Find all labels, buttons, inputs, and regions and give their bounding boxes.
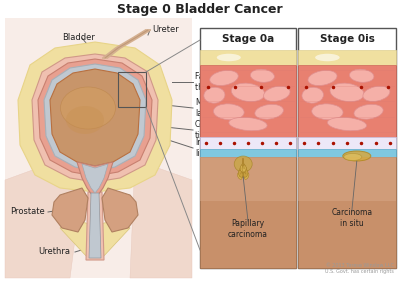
Polygon shape xyxy=(5,160,80,278)
Polygon shape xyxy=(298,149,396,157)
Polygon shape xyxy=(200,157,296,201)
Polygon shape xyxy=(32,54,158,182)
Ellipse shape xyxy=(231,83,265,102)
Polygon shape xyxy=(50,69,140,166)
Ellipse shape xyxy=(328,117,366,131)
Ellipse shape xyxy=(217,54,241,61)
FancyBboxPatch shape xyxy=(298,28,396,268)
Ellipse shape xyxy=(242,165,246,172)
Polygon shape xyxy=(200,137,296,149)
Polygon shape xyxy=(102,188,138,232)
Polygon shape xyxy=(298,157,396,201)
Polygon shape xyxy=(200,157,296,268)
Polygon shape xyxy=(82,164,108,193)
Polygon shape xyxy=(298,65,396,137)
Polygon shape xyxy=(89,193,101,258)
Text: Fat around
the bladder: Fat around the bladder xyxy=(195,72,240,92)
Polygon shape xyxy=(200,50,296,65)
Ellipse shape xyxy=(312,104,343,120)
Ellipse shape xyxy=(302,87,324,103)
Ellipse shape xyxy=(241,164,245,170)
Ellipse shape xyxy=(330,83,364,102)
Ellipse shape xyxy=(243,170,248,176)
Polygon shape xyxy=(60,220,130,258)
Text: Connective
tissue: Connective tissue xyxy=(195,120,238,140)
Polygon shape xyxy=(5,18,192,278)
Ellipse shape xyxy=(264,86,290,101)
Ellipse shape xyxy=(239,170,243,176)
Text: Urethra: Urethra xyxy=(38,247,70,257)
Polygon shape xyxy=(18,42,172,192)
FancyBboxPatch shape xyxy=(200,28,296,268)
Polygon shape xyxy=(200,65,296,137)
Polygon shape xyxy=(44,64,146,171)
Ellipse shape xyxy=(315,54,340,61)
Polygon shape xyxy=(130,160,192,278)
Polygon shape xyxy=(298,50,396,65)
Polygon shape xyxy=(5,18,192,278)
Ellipse shape xyxy=(214,104,244,120)
Polygon shape xyxy=(38,59,152,176)
Text: Ureter: Ureter xyxy=(152,25,179,35)
Polygon shape xyxy=(86,192,104,260)
Ellipse shape xyxy=(240,167,244,174)
Ellipse shape xyxy=(308,70,337,86)
Ellipse shape xyxy=(210,70,238,86)
Ellipse shape xyxy=(363,86,390,102)
Ellipse shape xyxy=(344,154,362,160)
Text: Bladder: Bladder xyxy=(62,33,95,43)
Ellipse shape xyxy=(238,170,243,177)
Text: Stage 0is: Stage 0is xyxy=(320,34,374,44)
Ellipse shape xyxy=(238,173,242,179)
Ellipse shape xyxy=(244,170,248,177)
Ellipse shape xyxy=(234,156,252,172)
Ellipse shape xyxy=(255,104,284,119)
Text: Stage 0a: Stage 0a xyxy=(222,34,274,44)
Text: Papillary
carcinoma: Papillary carcinoma xyxy=(228,219,268,239)
Text: Carcinoma
in situ: Carcinoma in situ xyxy=(331,208,372,228)
Ellipse shape xyxy=(242,167,247,174)
Polygon shape xyxy=(298,137,396,149)
Polygon shape xyxy=(52,188,88,232)
Ellipse shape xyxy=(229,117,267,131)
Ellipse shape xyxy=(244,173,249,179)
Polygon shape xyxy=(298,157,396,268)
Ellipse shape xyxy=(240,165,244,172)
Text: Stage 0 Bladder Cancer: Stage 0 Bladder Cancer xyxy=(117,3,283,17)
Ellipse shape xyxy=(250,69,274,82)
Ellipse shape xyxy=(350,69,374,82)
Polygon shape xyxy=(77,162,113,195)
Text: Muscle
layers: Muscle layers xyxy=(195,98,222,118)
Text: Inner
lining: Inner lining xyxy=(195,138,216,158)
Ellipse shape xyxy=(60,87,116,129)
Ellipse shape xyxy=(354,104,383,119)
Ellipse shape xyxy=(343,151,371,161)
Polygon shape xyxy=(200,149,296,157)
Text: © 2013 Terese Winslow LLC
U.S. Govt. has certain rights: © 2013 Terese Winslow LLC U.S. Govt. has… xyxy=(325,263,394,274)
Text: Prostate: Prostate xyxy=(10,208,45,217)
Ellipse shape xyxy=(204,87,225,103)
Ellipse shape xyxy=(66,106,104,134)
